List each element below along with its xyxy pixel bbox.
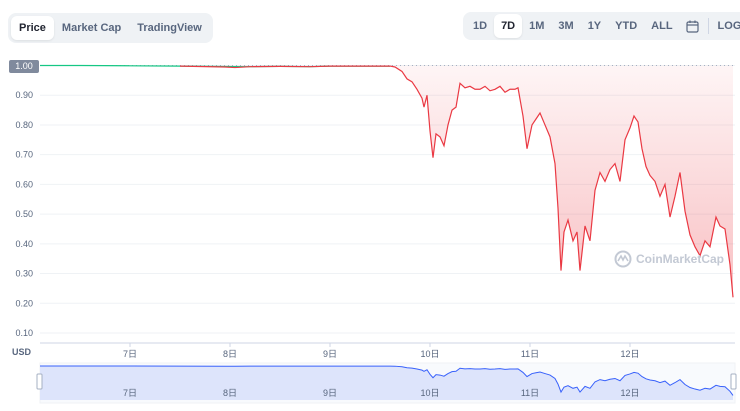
navigator[interactable]: 7日 8日 9日 10日 11日 12日	[36, 362, 737, 404]
range-ytd[interactable]: YTD	[615, 20, 638, 32]
range-1y[interactable]: 1Y	[587, 20, 602, 32]
navigator-x-axis: 7日 8日 9日 10日 11日 12日	[123, 388, 640, 398]
calendar-icon	[686, 20, 699, 33]
navigator-x-tick-label: 9日	[323, 388, 337, 398]
y-tick-label: 0.70	[15, 150, 33, 160]
x-axis: 7日 8日 9日 10日 11日 12日	[123, 343, 640, 359]
range-3m[interactable]: 3M	[558, 20, 574, 32]
range-all[interactable]: ALL	[651, 20, 673, 32]
x-tick-label: 12日	[620, 349, 639, 359]
range-1m[interactable]: 1M	[529, 20, 545, 32]
x-tick-label: 9日	[323, 349, 337, 359]
price-line-below	[179, 65, 734, 298]
y-tick-label: 0.30	[15, 269, 33, 279]
x-tick-label: 8日	[223, 349, 237, 359]
navigator-x-tick-label: 7日	[123, 388, 137, 398]
x-tick-label: 10日	[420, 349, 439, 359]
chart-type-tabs: Price Market Cap TradingView	[8, 13, 213, 43]
coinmarketcap-logo-icon	[614, 250, 632, 268]
x-tick-label: 11日	[521, 349, 539, 359]
current-price-badge: 1.00	[9, 60, 39, 73]
y-tick-label: 0.80	[15, 120, 33, 130]
time-range-tabs: 1D 7D 1M 3M 1Y YTD ALL LOG	[463, 12, 740, 40]
navigator-area	[40, 366, 733, 400]
tab-market-cap[interactable]: Market Cap	[61, 22, 122, 34]
y-axis: 0.10 0.20 0.30 0.40 0.50 0.60 0.70 0.80 0.90	[15, 90, 33, 338]
range-1d[interactable]: 1D	[473, 20, 488, 32]
y-tick-label: 0.90	[15, 90, 33, 100]
y-tick-label: 0.60	[15, 179, 33, 189]
currency-label: USD	[12, 347, 32, 357]
y-tick-label: 0.10	[15, 328, 33, 338]
tab-tradingview[interactable]: TradingView	[137, 22, 202, 34]
navigator-x-tick-label: 8日	[223, 388, 237, 398]
y-tick-label: 0.40	[15, 239, 33, 249]
watermark-text: CoinMarketCap	[636, 252, 725, 266]
navigator-left-handle[interactable]	[36, 373, 43, 390]
navigator-x-tick-label: 11日	[521, 388, 539, 398]
navigator-right-handle[interactable]	[730, 373, 737, 390]
log-scale-toggle[interactable]: LOG	[717, 20, 740, 32]
y-tick-label: 0.50	[15, 209, 33, 219]
x-tick-label: 7日	[123, 349, 137, 359]
navigator-x-tick-label: 12日	[620, 388, 639, 398]
toolbar-divider	[707, 18, 709, 34]
calendar-button[interactable]	[680, 14, 706, 38]
navigator-line	[40, 365, 734, 396]
range-7d[interactable]: 7D	[494, 14, 523, 38]
y-tick-label: 0.20	[15, 298, 33, 308]
navigator-x-tick-label: 10日	[420, 388, 439, 398]
tab-price[interactable]: Price	[11, 16, 54, 40]
watermark: CoinMarketCap	[614, 250, 724, 268]
